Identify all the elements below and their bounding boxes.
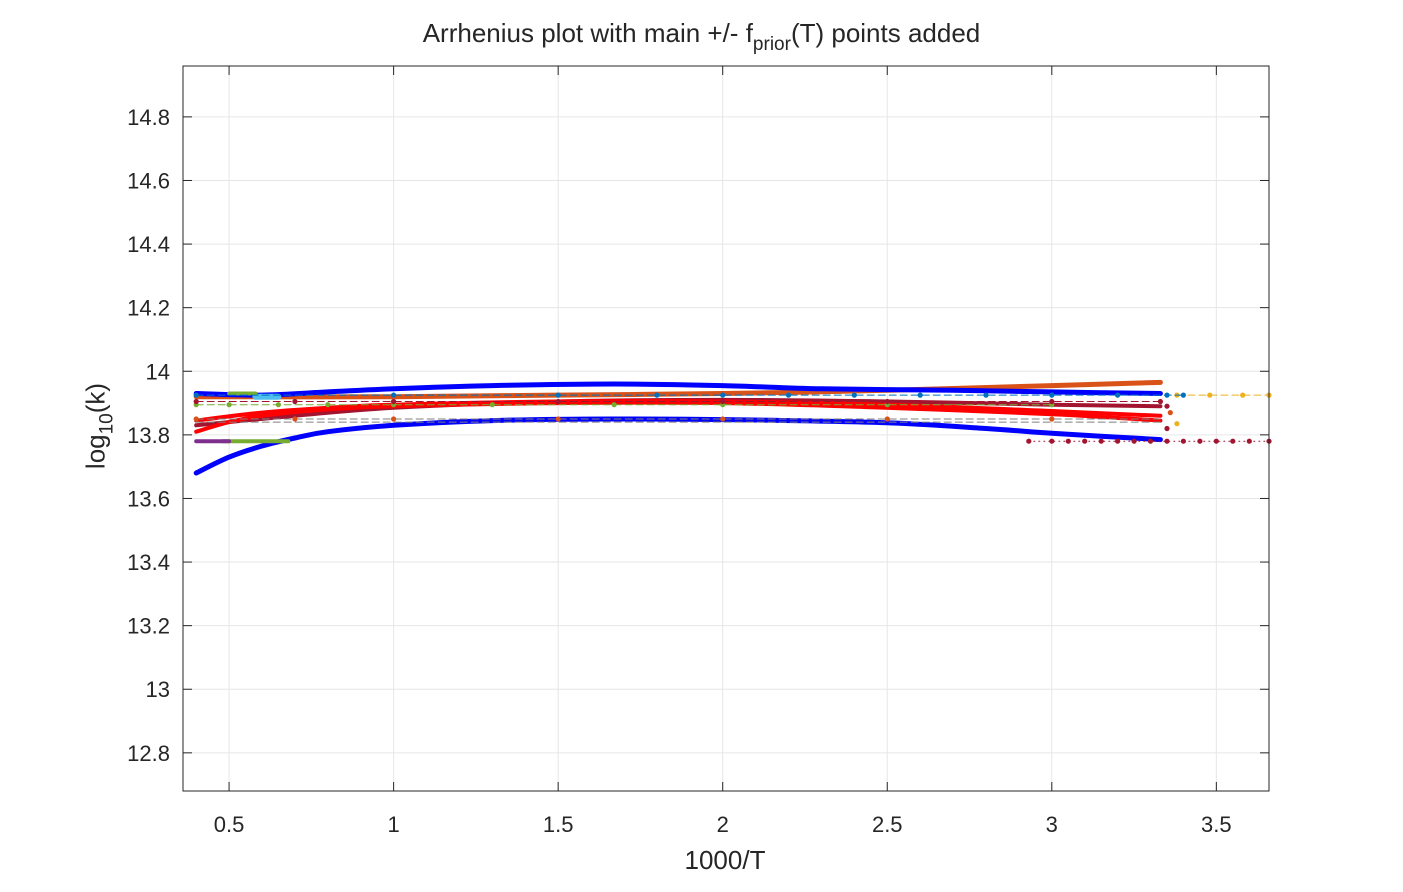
series-12-point xyxy=(489,402,495,408)
x-tick-label: 2 xyxy=(717,812,729,837)
y-tick-label: 14 xyxy=(146,359,170,384)
tick-layer: 0.5 1 1.5 2 2.5 3 3.5 12.8 13 13.2 13.4 13.6 13.8 14 1… xyxy=(127,66,1269,837)
y-tick-label: 13 xyxy=(146,677,170,702)
series-12-point xyxy=(226,402,232,408)
series-13-point xyxy=(391,398,397,405)
series-17-point xyxy=(292,416,298,422)
y-tick-label: 14.8 xyxy=(127,105,170,130)
x-tick-label: 0.5 xyxy=(214,812,245,837)
series-15-point xyxy=(851,392,857,398)
series-15-point xyxy=(1049,392,1055,398)
series-16-point xyxy=(1213,438,1219,444)
y-tick-label: 14.2 xyxy=(127,296,170,321)
series-15-point xyxy=(917,392,923,398)
series-16-point xyxy=(1197,438,1203,444)
series-13-point xyxy=(292,398,298,405)
series-13-point xyxy=(1157,398,1163,405)
series-13-point xyxy=(193,398,199,405)
series-line-4 xyxy=(193,381,1163,398)
series-line-5 xyxy=(193,416,1163,476)
series-15-point xyxy=(720,392,726,398)
chart-title: Arrhenius plot with main +/- fprior(T) p… xyxy=(0,18,1403,55)
plot-area-frame xyxy=(182,65,1270,792)
y-tick-label: 12.8 xyxy=(127,741,170,766)
y-tick-label: 13.2 xyxy=(127,614,170,639)
series-13-point xyxy=(555,398,561,405)
series-16-point xyxy=(1065,438,1071,444)
x-axis-label: 1000/T xyxy=(684,845,766,875)
series-15-point xyxy=(555,392,561,398)
series-15-point xyxy=(1180,392,1186,398)
series-layer xyxy=(193,379,1272,476)
series-14-point xyxy=(1207,392,1213,398)
series-14-point xyxy=(1240,392,1246,398)
series-15-point xyxy=(1115,392,1121,398)
y-tick-label: 14.4 xyxy=(127,232,170,257)
series-16-point xyxy=(1230,438,1236,444)
series-16-point xyxy=(1131,438,1137,444)
series-17-point xyxy=(391,416,397,422)
series-15-point xyxy=(983,392,989,398)
series-17-point xyxy=(1049,416,1055,422)
series-17-point xyxy=(720,416,726,422)
x-tick-label: 2.5 xyxy=(872,812,903,837)
series-16-point xyxy=(1049,438,1055,444)
chart-title-tail: (T) points added xyxy=(790,18,981,48)
x-tick-label: 3 xyxy=(1046,812,1058,837)
grid-layer xyxy=(183,66,1269,791)
series-18-point xyxy=(1164,425,1170,432)
series-13-point xyxy=(720,398,726,405)
series-16-point xyxy=(1098,438,1104,444)
y-tick-label: 13.4 xyxy=(127,550,170,575)
series-16-point xyxy=(1147,438,1154,444)
series-19-point xyxy=(1174,421,1180,427)
series-16-point xyxy=(1115,438,1121,444)
series-17-point xyxy=(193,416,199,422)
x-tick-label: 3.5 xyxy=(1201,812,1232,837)
series-17-point xyxy=(555,416,561,422)
chart-title-subscript: prior xyxy=(752,34,791,55)
y-tick-label: 14.6 xyxy=(127,168,170,193)
series-16-point xyxy=(1026,438,1032,444)
series-17-point xyxy=(884,416,890,422)
y-tick-label: 13.6 xyxy=(127,486,170,511)
series-12-point xyxy=(275,402,281,408)
series-15-point xyxy=(785,392,792,398)
x-tick-label: 1 xyxy=(387,812,399,837)
x-tick-label: 1.5 xyxy=(543,812,574,837)
series-16-point xyxy=(1180,438,1186,444)
series-15-point xyxy=(654,392,660,398)
series-15-point xyxy=(391,392,397,398)
series-12-point xyxy=(325,402,331,408)
chart-title-main: Arrhenius plot with main +/- f xyxy=(422,18,753,48)
series-line-0 xyxy=(193,379,1163,400)
y-tick-label: 13.8 xyxy=(127,423,170,448)
series-18-point xyxy=(1164,403,1170,409)
series-13-point xyxy=(1049,398,1055,405)
series-13-point xyxy=(884,398,890,405)
series-15-point xyxy=(193,392,199,398)
series-16-point xyxy=(1082,438,1088,444)
series-12-point xyxy=(611,402,617,408)
series-16-point xyxy=(1246,438,1252,444)
series-17-point xyxy=(1167,410,1173,416)
series-16-point xyxy=(1164,438,1170,444)
series-15-point xyxy=(1164,392,1170,398)
